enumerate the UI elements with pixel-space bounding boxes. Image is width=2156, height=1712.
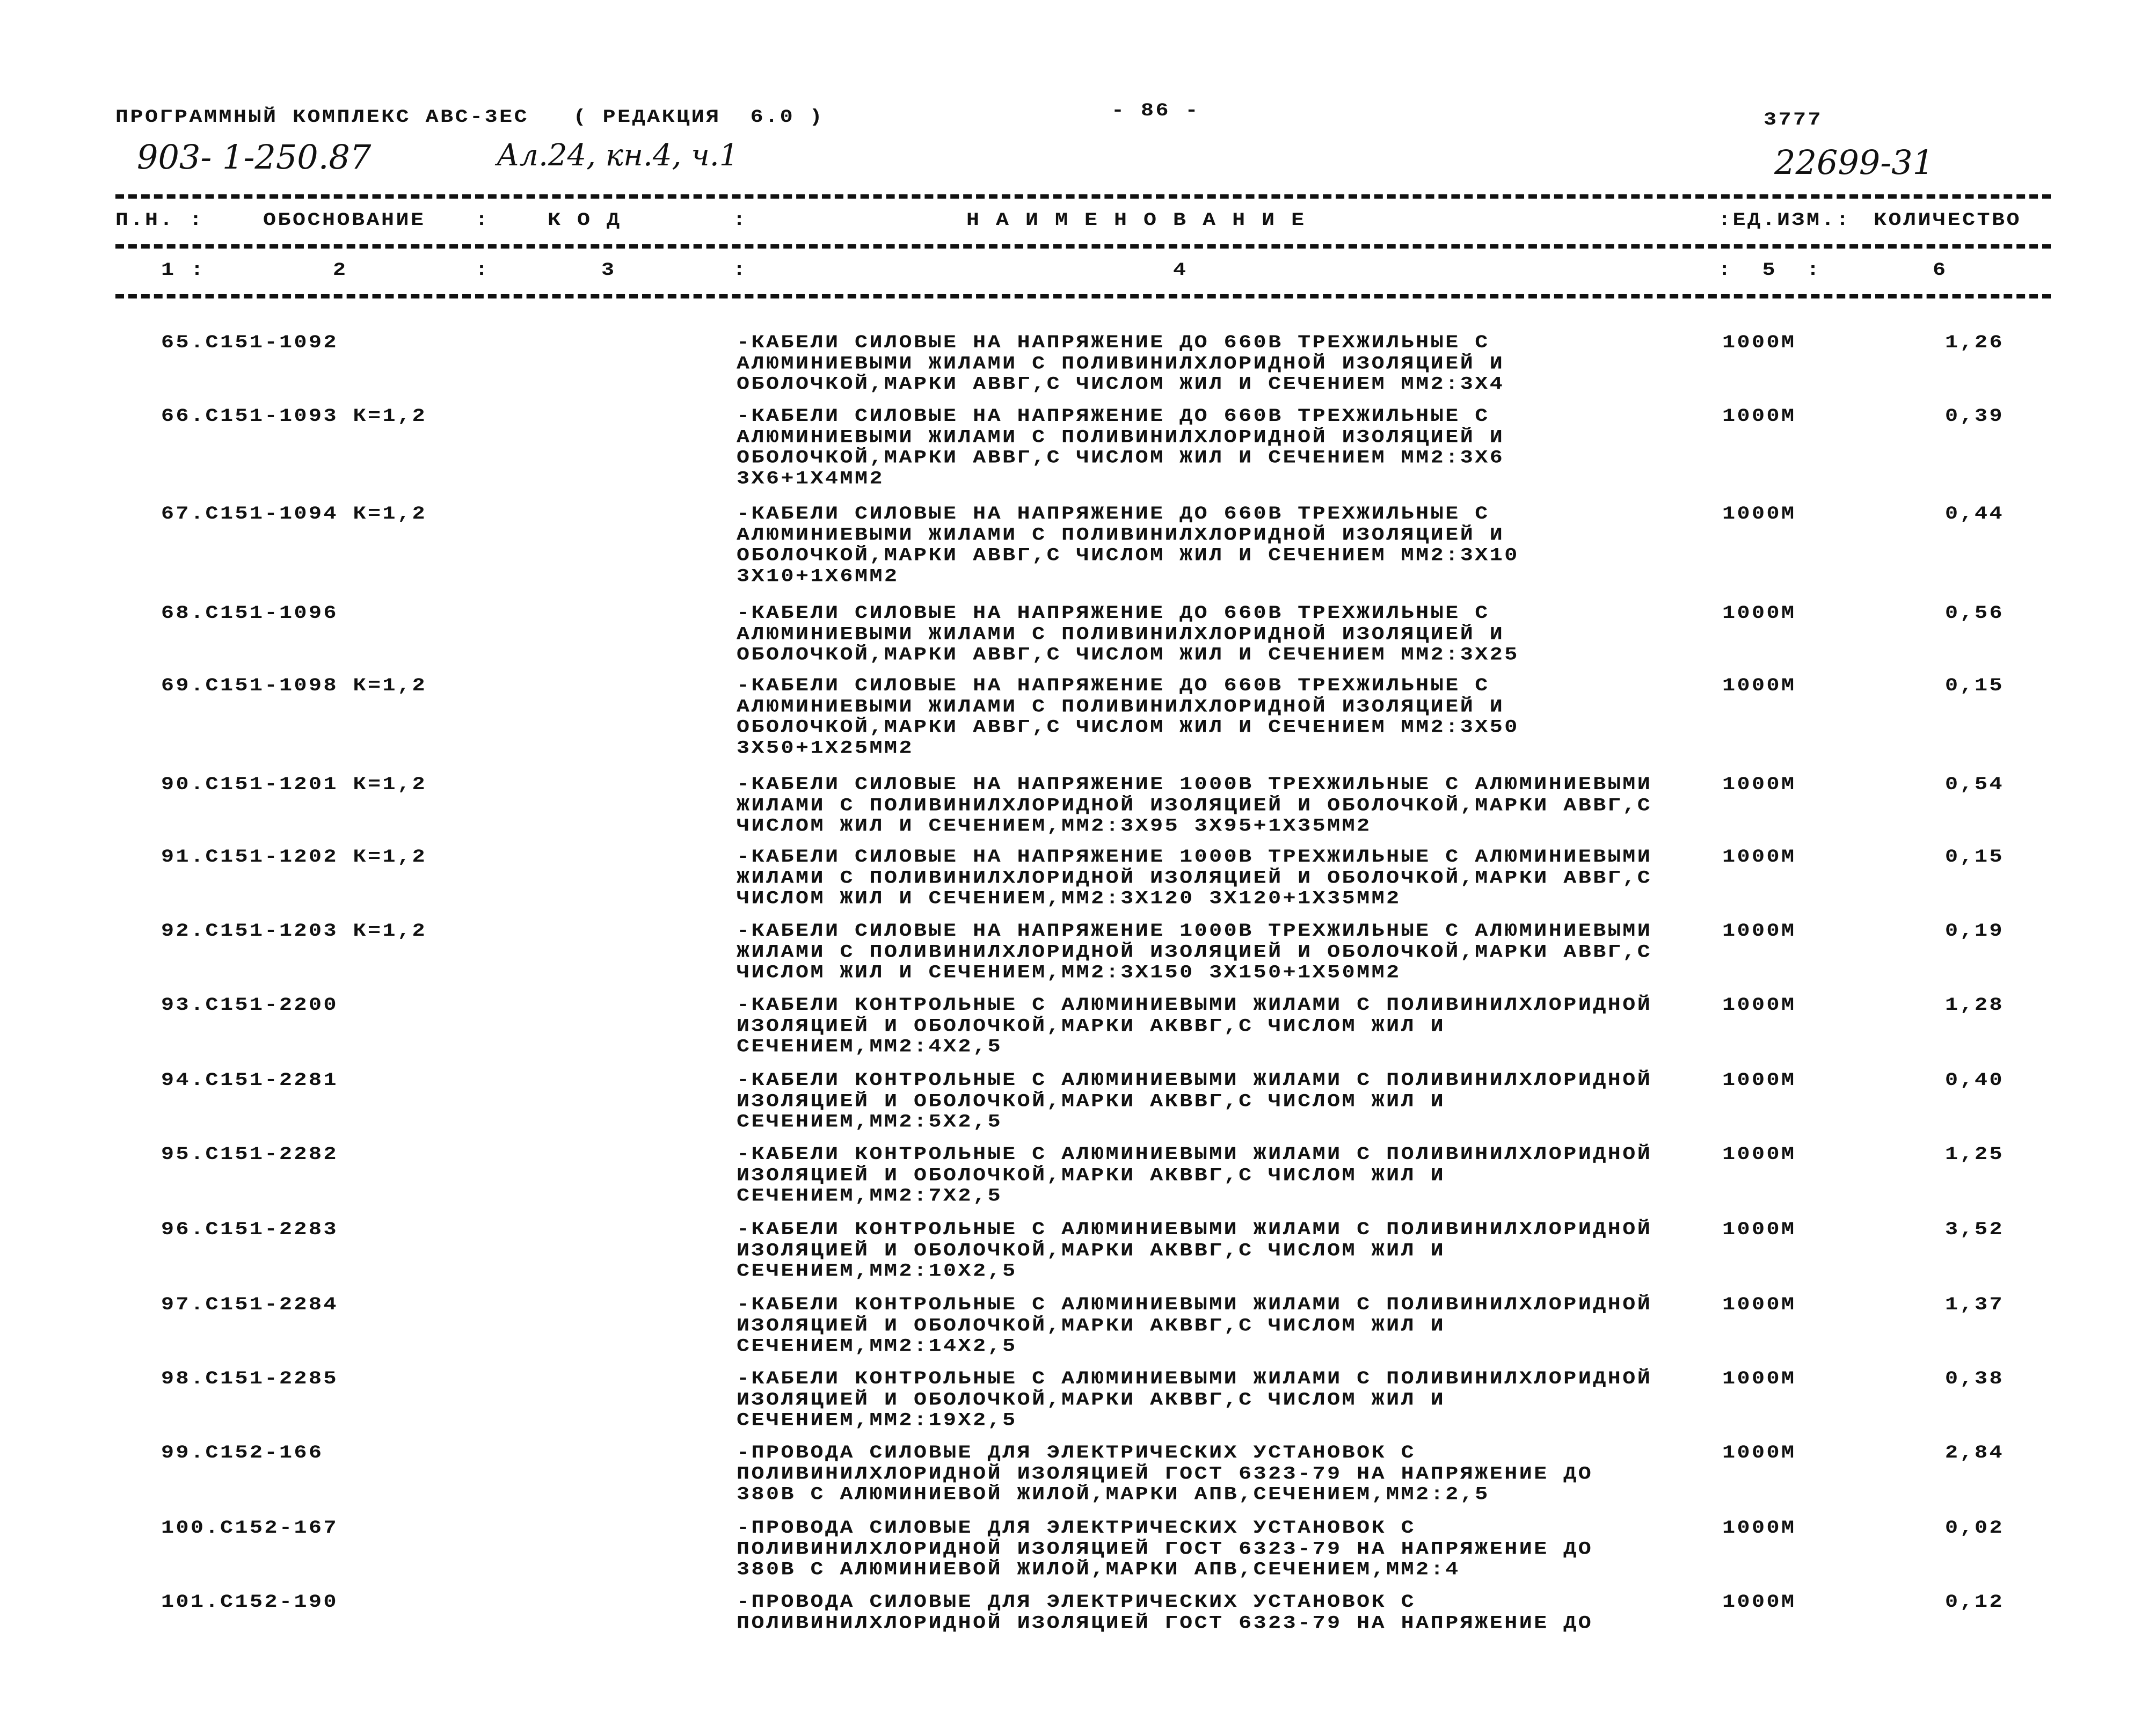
item-quantity: 0,15 <box>1944 676 2004 697</box>
column-number: : 5 : <box>1718 260 1822 281</box>
page-number: - 86 - <box>1111 101 1200 122</box>
item-unit: 1000М <box>1722 775 1796 796</box>
handwritten-volume: Ал.24, кн.4, ч.1 <box>497 138 739 173</box>
item-code: 90.С151-1201 К=1,2 <box>161 775 427 796</box>
column-header: П.Н. : <box>115 210 205 231</box>
item-quantity: 2,84 <box>1944 1443 2004 1464</box>
item-code: 69.С151-1098 К=1,2 <box>161 676 427 697</box>
item-quantity: 0,56 <box>1944 603 2004 624</box>
item-description: -КАБЕЛИ СИЛОВЫЕ НА НАПРЯЖЕНИЕ ДО 660В ТР… <box>737 603 1519 666</box>
handwritten-number: 22699-31 <box>1774 143 1934 182</box>
item-quantity: 0,12 <box>1944 1592 2004 1613</box>
column-header: :ЕД.ИЗМ.: <box>1718 210 1851 231</box>
column-header: : <box>475 210 490 231</box>
item-description: -КАБЕЛИ СИЛОВЫЕ НА НАПРЯЖЕНИЕ ДО 660В ТР… <box>737 333 1505 395</box>
item-quantity: 0,38 <box>1944 1369 2004 1390</box>
item-unit: 1000М <box>1722 1145 1796 1165</box>
column-header: Н А И М Е Н О В А Н И Е <box>966 210 1306 231</box>
item-quantity: 0,02 <box>1944 1518 2004 1539</box>
column-number: : <box>475 260 490 281</box>
item-code: 98.С151-2285 <box>161 1369 339 1390</box>
item-code: 100.С152-167 <box>161 1518 339 1539</box>
item-unit: 1000М <box>1722 1518 1796 1539</box>
column-header: КОЛИЧЕСТВО <box>1874 210 2022 231</box>
item-description: -КАБЕЛИ СИЛОВЫЕ НА НАПРЯЖЕНИЕ 1000В ТРЕХ… <box>737 847 1652 909</box>
item-unit: 1000М <box>1722 1070 1796 1091</box>
item-quantity: 0,15 <box>1944 847 2004 868</box>
item-code: 66.С151-1093 К=1,2 <box>161 406 427 427</box>
item-description: -КАБЕЛИ СИЛОВЫЕ НА НАПРЯЖЕНИЕ 1000В ТРЕХ… <box>737 921 1652 984</box>
item-code: 91.С151-1202 К=1,2 <box>161 847 427 868</box>
item-unit: 1000М <box>1722 676 1796 697</box>
item-code: 67.С151-1094 К=1,2 <box>161 504 427 525</box>
item-code: 94.С151-2281 <box>161 1070 339 1091</box>
item-quantity: 0,39 <box>1944 406 2004 427</box>
divider <box>115 294 2051 298</box>
item-description: -ПРОВОДА СИЛОВЫЕ ДЛЯ ЭЛЕКТРИЧЕСКИХ УСТАН… <box>737 1443 1593 1505</box>
column-header: : <box>733 210 748 231</box>
item-code: 92.С151-1203 К=1,2 <box>161 921 427 942</box>
item-code: 95.С151-2282 <box>161 1145 339 1165</box>
item-unit: 1000М <box>1722 504 1796 525</box>
item-unit: 1000М <box>1722 1220 1796 1241</box>
item-unit: 1000М <box>1722 1443 1796 1464</box>
program-header: ПРОГРАММНЫЙ КОМПЛЕКС АВС-3ЕС ( РЕДАКЦИЯ … <box>115 107 825 128</box>
item-unit: 1000М <box>1722 847 1796 868</box>
item-unit: 1000М <box>1722 1592 1796 1613</box>
document-code: 3777 <box>1764 110 1823 131</box>
item-unit: 1000М <box>1722 406 1796 427</box>
item-quantity: 1,28 <box>1944 995 2004 1016</box>
item-description: -КАБЕЛИ КОНТРОЛЬНЫЕ С АЛЮМИНИЕВЫМИ ЖИЛАМ… <box>737 1220 1652 1282</box>
item-quantity: 0,44 <box>1944 504 2004 525</box>
item-description: -КАБЕЛИ КОНТРОЛЬНЫЕ С АЛЮМИНИЕВЫМИ ЖИЛАМ… <box>737 1295 1652 1357</box>
item-description: -КАБЕЛИ КОНТРОЛЬНЫЕ С АЛЮМИНИЕВЫМИ ЖИЛАМ… <box>737 1145 1652 1207</box>
item-code: 65.С151-1092 <box>161 333 339 354</box>
item-unit: 1000М <box>1722 1369 1796 1390</box>
item-code: 96.С151-2283 <box>161 1220 339 1241</box>
item-description: -КАБЕЛИ СИЛОВЫЕ НА НАПРЯЖЕНИЕ ДО 660В ТР… <box>737 504 1519 587</box>
item-quantity: 0,40 <box>1944 1070 2004 1091</box>
item-quantity: 1,26 <box>1944 333 2004 354</box>
item-code: 93.С151-2200 <box>161 995 339 1016</box>
column-number: 4 <box>1173 260 1188 281</box>
column-number: 1 : <box>161 260 206 281</box>
item-description: -КАБЕЛИ КОНТРОЛЬНЫЕ С АЛЮМИНИЕВЫМИ ЖИЛАМ… <box>737 1369 1652 1431</box>
column-number: : <box>733 260 748 281</box>
item-unit: 1000М <box>1722 1295 1796 1316</box>
item-code: 101.С152-190 <box>161 1592 339 1613</box>
item-code: 97.С151-2284 <box>161 1295 339 1316</box>
item-description: -ПРОВОДА СИЛОВЫЕ ДЛЯ ЭЛЕКТРИЧЕСКИХ УСТАН… <box>737 1518 1593 1580</box>
column-header: К О Д <box>548 210 622 231</box>
divider <box>115 244 2051 249</box>
divider <box>115 194 2051 199</box>
item-quantity: 3,52 <box>1944 1220 2004 1241</box>
item-unit: 1000М <box>1722 995 1796 1016</box>
item-description: -КАБЕЛИ СИЛОВЫЕ НА НАПРЯЖЕНИЕ 1000В ТРЕХ… <box>737 775 1652 837</box>
item-description: -КАБЕЛИ КОНТРОЛЬНЫЕ С АЛЮМИНИЕВЫМИ ЖИЛАМ… <box>737 995 1652 1058</box>
item-description: -КАБЕЛИ СИЛОВЫЕ НА НАПРЯЖЕНИЕ ДО 660В ТР… <box>737 406 1505 490</box>
column-header: ОБОСНОВАНИЕ <box>263 210 426 231</box>
item-quantity: 0,19 <box>1944 921 2004 942</box>
column-number: 6 <box>1933 260 1948 281</box>
column-number: 3 <box>601 260 616 281</box>
item-unit: 1000М <box>1722 333 1796 354</box>
item-unit: 1000М <box>1722 603 1796 624</box>
item-description: -КАБЕЛИ КОНТРОЛЬНЫЕ С АЛЮМИНИЕВЫМИ ЖИЛАМ… <box>737 1070 1652 1133</box>
item-quantity: 1,37 <box>1944 1295 2004 1316</box>
column-number: 2 <box>333 260 348 281</box>
item-quantity: 0,54 <box>1944 775 2004 796</box>
item-code: 99.С152-166 <box>161 1443 324 1464</box>
item-unit: 1000М <box>1722 921 1796 942</box>
item-code: 68.С151-1096 <box>161 603 339 624</box>
item-quantity: 1,25 <box>1944 1145 2004 1165</box>
item-description: -ПРОВОДА СИЛОВЫЕ ДЛЯ ЭЛЕКТРИЧЕСКИХ УСТАН… <box>737 1592 1593 1634</box>
item-description: -КАБЕЛИ СИЛОВЫЕ НА НАПРЯЖЕНИЕ ДО 660В ТР… <box>737 676 1519 759</box>
handwritten-project-number: 903- 1-250.87 <box>137 137 372 177</box>
